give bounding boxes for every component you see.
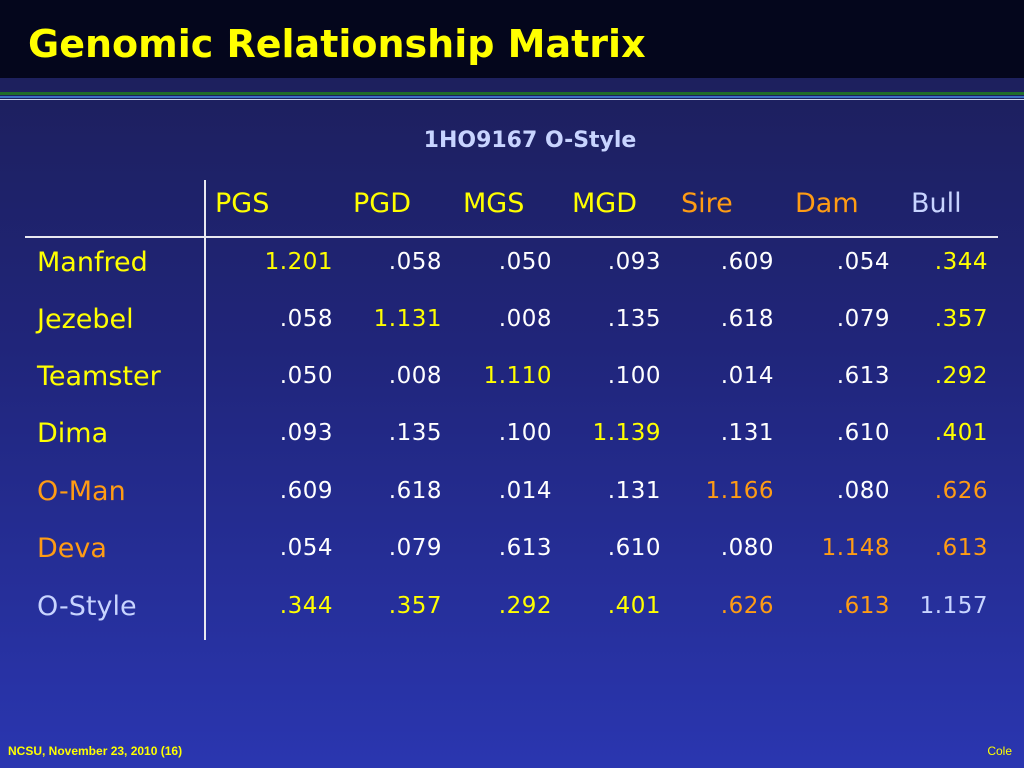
matrix-cell: .401 xyxy=(934,420,988,446)
matrix-cell: .079 xyxy=(836,306,890,332)
matrix-cell: .618 xyxy=(388,478,442,504)
matrix-cell: .131 xyxy=(720,420,774,446)
column-header-pgd: PGD xyxy=(353,188,411,219)
matrix-cell: .014 xyxy=(720,363,774,389)
matrix-cell: .357 xyxy=(388,593,442,619)
matrix-cell: .058 xyxy=(388,249,442,275)
matrix-cell: .008 xyxy=(498,306,552,332)
matrix-cell: .613 xyxy=(836,593,890,619)
row-header-manfred: Manfred xyxy=(37,247,148,278)
matrix-cell: .613 xyxy=(836,363,890,389)
title-bar xyxy=(0,0,1024,78)
matrix-cell: .401 xyxy=(607,593,661,619)
matrix-cell: .618 xyxy=(720,306,774,332)
row-header-jezebel: Jezebel xyxy=(37,304,134,335)
row-header-deva: Deva xyxy=(37,533,107,564)
matrix-cell: 1.201 xyxy=(264,249,333,275)
footer-author: Cole xyxy=(987,744,1012,758)
row-header-dima: Dima xyxy=(37,418,109,449)
column-header-mgs: MGS xyxy=(463,188,525,219)
matrix-cell: .357 xyxy=(934,306,988,332)
column-header-dam: Dam xyxy=(795,188,859,219)
column-header-pgs: PGS xyxy=(215,188,270,219)
matrix-cell: .609 xyxy=(279,478,333,504)
matrix-horizontal-divider xyxy=(25,236,998,238)
row-header-o-style: O-Style xyxy=(37,591,137,622)
matrix-cell: .344 xyxy=(279,593,333,619)
column-header-mgd: MGD xyxy=(572,188,638,219)
matrix-cell: .080 xyxy=(836,478,890,504)
row-header-o-man: O-Man xyxy=(37,476,126,507)
title-divider-light xyxy=(0,99,1024,100)
matrix-cell: .626 xyxy=(720,593,774,619)
matrix-cell: .054 xyxy=(836,249,890,275)
matrix-cell: .344 xyxy=(934,249,988,275)
matrix-cell: .292 xyxy=(934,363,988,389)
footer-citation: NCSU, November 23, 2010 (16) xyxy=(8,744,183,758)
matrix-cell: .093 xyxy=(279,420,333,446)
matrix-cell: 1.139 xyxy=(592,420,661,446)
matrix-cell: .610 xyxy=(836,420,890,446)
slide-title: Genomic Relationship Matrix xyxy=(28,22,646,66)
matrix-cell: .135 xyxy=(607,306,661,332)
matrix-cell: .054 xyxy=(279,535,333,561)
matrix-cell: 1.131 xyxy=(373,306,442,332)
matrix-cell: .292 xyxy=(498,593,552,619)
matrix-cell: .008 xyxy=(388,363,442,389)
matrix-cell: 1.148 xyxy=(821,535,890,561)
matrix-cell: .079 xyxy=(388,535,442,561)
matrix-cell: .609 xyxy=(720,249,774,275)
matrix-cell: .100 xyxy=(498,420,552,446)
matrix-cell: .050 xyxy=(498,249,552,275)
matrix-cell: .613 xyxy=(934,535,988,561)
matrix-cell: .050 xyxy=(279,363,333,389)
title-divider-blue xyxy=(0,96,1024,98)
matrix-cell: .131 xyxy=(607,478,661,504)
matrix-cell: .626 xyxy=(934,478,988,504)
matrix-cell: .058 xyxy=(279,306,333,332)
matrix-cell: 1.157 xyxy=(919,593,988,619)
matrix-cell: .135 xyxy=(388,420,442,446)
column-header-bull: Bull xyxy=(911,188,962,219)
matrix-cell: .100 xyxy=(607,363,661,389)
matrix-vertical-divider xyxy=(204,180,206,640)
matrix-cell: .014 xyxy=(498,478,552,504)
column-header-sire: Sire xyxy=(681,188,733,219)
title-divider-green xyxy=(0,92,1024,95)
matrix-cell: .080 xyxy=(720,535,774,561)
row-header-teamster: Teamster xyxy=(37,361,161,392)
matrix-cell: 1.166 xyxy=(705,478,774,504)
matrix-cell: .610 xyxy=(607,535,661,561)
matrix-cell: .093 xyxy=(607,249,661,275)
matrix-cell: 1.110 xyxy=(483,363,552,389)
matrix-subtitle: 1HO9167 O-Style xyxy=(423,128,637,153)
matrix-cell: .613 xyxy=(498,535,552,561)
